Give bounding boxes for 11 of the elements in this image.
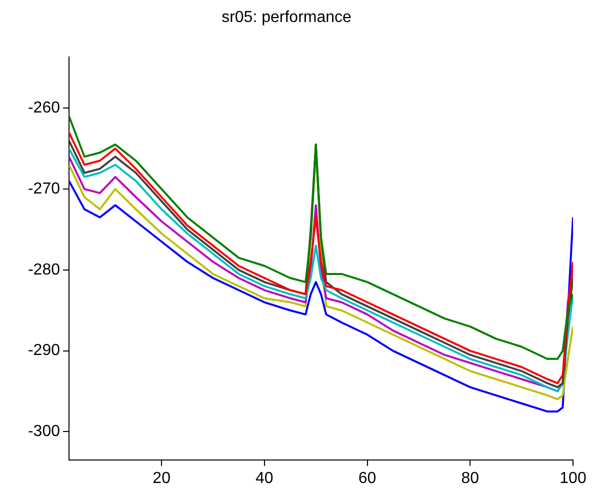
- x-tick-label: 80: [461, 470, 480, 488]
- chart-title: sr05: performance: [222, 9, 352, 26]
- x-tick-label: 60: [358, 470, 376, 488]
- y-tick-label: -260: [28, 100, 60, 117]
- x-tick-label: 40: [256, 470, 274, 488]
- y-tick-label: -270: [28, 180, 60, 198]
- y-tick-label: -290: [28, 342, 60, 360]
- x-tick-label: 100: [560, 470, 586, 488]
- y-tick-label: -300: [28, 423, 60, 440]
- y-tick-label: -280: [28, 261, 60, 278]
- x-tick-label: 20: [152, 470, 171, 488]
